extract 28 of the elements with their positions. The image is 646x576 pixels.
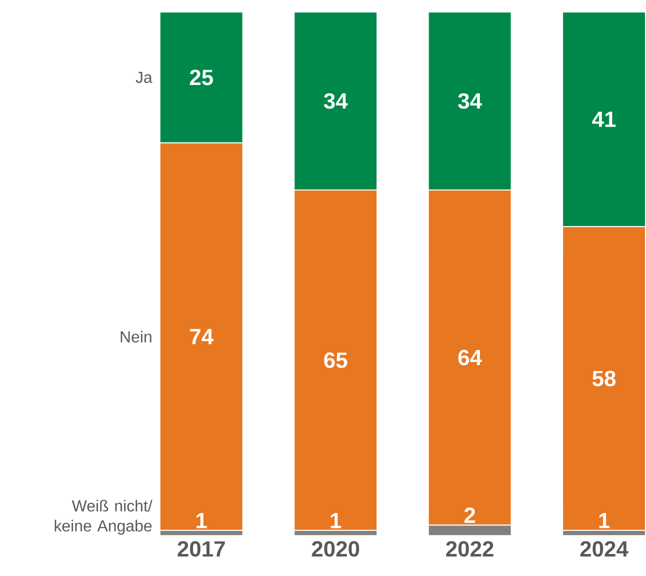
series-label: Ja [136, 72, 152, 84]
data-label: 1 [196, 513, 207, 528]
data-label: 34 [458, 93, 482, 110]
bar [562, 12, 646, 228]
x-tick-label: 2020 [312, 541, 360, 557]
bar [428, 190, 512, 526]
x-tick-label: 2022 [446, 541, 494, 557]
series-label: Weiß nicht/ keine Angabe [54, 500, 152, 535]
data-label: 34 [324, 93, 348, 110]
data-label: 1 [599, 513, 610, 528]
bar [562, 226, 646, 532]
data-label: 58 [592, 370, 616, 387]
bar [159, 142, 244, 532]
x-tick-label: 2017 [178, 541, 225, 557]
bar [428, 524, 512, 536]
data-label: 25 [190, 70, 213, 86]
bar [294, 12, 378, 191]
x-tick-label: 2024 [580, 541, 628, 557]
series-label: Nein [120, 330, 152, 343]
data-label: 64 [458, 350, 482, 366]
data-label: 1 [330, 513, 342, 528]
bar [294, 190, 378, 532]
data-label: 65 [324, 352, 348, 368]
data-label: 41 [592, 112, 616, 128]
bar [159, 12, 244, 144]
bar [428, 12, 512, 191]
data-label: 74 [190, 329, 214, 344]
data-label: 2 [464, 508, 476, 524]
